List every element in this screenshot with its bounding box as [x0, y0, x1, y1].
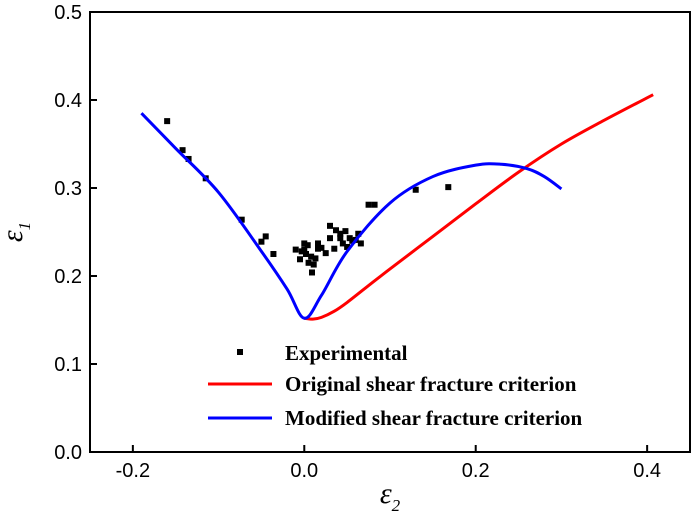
data-point	[355, 230, 362, 237]
data-point	[327, 222, 333, 229]
x-tick-label: 0.0	[290, 460, 318, 482]
series-2	[140, 112, 563, 320]
series-0	[164, 118, 452, 276]
legend-marker-experimental	[237, 349, 243, 355]
legend-label-original: Original shear fracture criterion	[285, 372, 577, 396]
svg-text:ε2: ε2	[380, 477, 401, 515]
data-point	[303, 251, 309, 257]
data-point	[270, 251, 277, 257]
data-point	[318, 244, 325, 251]
y-tick-label: 0.5	[54, 2, 82, 24]
data-point	[365, 201, 372, 208]
svg-text:ε1: ε1	[0, 222, 34, 242]
y-axis-label: ε1	[0, 222, 34, 242]
x-axis-label-sub: 2	[392, 496, 401, 515]
data-point	[349, 237, 356, 244]
data-point	[310, 261, 317, 268]
data-point	[339, 240, 346, 247]
data-point	[179, 147, 186, 154]
data-point	[357, 240, 364, 247]
data-point	[305, 259, 312, 266]
data-point	[327, 235, 333, 242]
y-tick-label: 0.2	[54, 266, 82, 288]
legend-label-modified: Modified shear fracture criterion	[285, 406, 583, 430]
data-point	[297, 256, 303, 263]
data-point	[342, 228, 349, 235]
data-point	[301, 246, 308, 253]
data-point	[371, 201, 378, 208]
y-tick-label: 0.1	[54, 354, 82, 376]
data-point	[309, 269, 315, 276]
data-point	[312, 255, 319, 262]
plot-frame	[89, 11, 691, 453]
data-point	[322, 250, 329, 257]
x-axis-label-main: ε	[380, 477, 392, 510]
x-tick-label: 0.4	[633, 460, 661, 482]
series-line	[140, 112, 563, 320]
data-point	[337, 235, 344, 242]
legend: Experimental Original shear fracture cri…	[208, 341, 583, 430]
data-point	[262, 233, 269, 240]
data-point	[445, 184, 452, 191]
x-tick-label: 0.2	[462, 460, 490, 482]
data-point	[258, 238, 265, 245]
y-axis-label-main: ε	[0, 230, 29, 242]
data-point	[315, 240, 321, 247]
y-tick-label: 0.3	[54, 178, 82, 200]
y-axis-label-sub: 1	[15, 222, 34, 231]
data-point	[331, 245, 338, 252]
series-line	[304, 93, 654, 321]
data-point	[315, 245, 321, 252]
data-point	[333, 227, 339, 234]
axis-ticks: -0.2 0.0 0.2 0.4 0.0 0.1 0.2 0.3 0.4 0.5	[54, 2, 661, 482]
data-point	[308, 253, 315, 260]
data-point	[412, 186, 419, 193]
data-point	[344, 243, 351, 250]
x-tick-label: -0.2	[116, 460, 150, 482]
data-point	[164, 118, 171, 125]
x-axis-label: ε2	[380, 477, 401, 515]
data-point	[185, 155, 192, 162]
data-point	[238, 216, 245, 223]
y-tick-label: 0.0	[54, 442, 82, 464]
data-point	[301, 240, 308, 247]
data-point	[292, 246, 299, 253]
data-point	[304, 242, 311, 249]
y-tick-label: 0.4	[54, 90, 82, 112]
series-1	[304, 93, 654, 321]
data-point	[337, 230, 344, 237]
legend-label-experimental: Experimental	[285, 341, 408, 365]
series-layer	[140, 93, 654, 321]
